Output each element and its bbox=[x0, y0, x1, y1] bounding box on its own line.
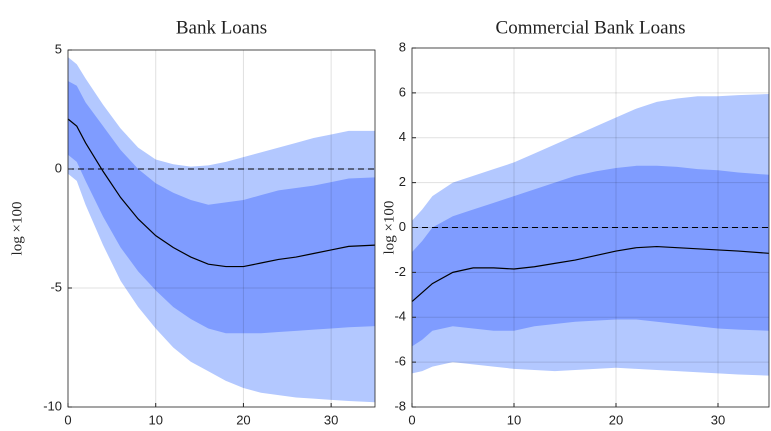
y-tick-label: 2 bbox=[399, 174, 406, 189]
y-axis-label: log ×100 bbox=[9, 202, 25, 256]
x-tick-label: 30 bbox=[324, 412, 338, 427]
chart-title: Commercial Bank Loans bbox=[496, 17, 686, 38]
y-axis-label: log ×100 bbox=[381, 201, 397, 255]
y-tick-label: -8 bbox=[394, 398, 406, 413]
y-tick-label: 6 bbox=[399, 84, 406, 99]
y-tick-label: -5 bbox=[50, 279, 62, 294]
x-tick-label: 10 bbox=[507, 412, 521, 427]
median-line bbox=[67, 118, 376, 268]
y-tick-label: -2 bbox=[394, 264, 406, 279]
x-tick-label: 30 bbox=[711, 412, 725, 427]
y-tick-label: -6 bbox=[394, 354, 406, 369]
y-tick-label: 0 bbox=[399, 219, 406, 234]
axes-box bbox=[67, 49, 376, 408]
x-tick-label: 20 bbox=[236, 412, 250, 427]
y-tick-label: 4 bbox=[399, 129, 406, 144]
x-tick-label: 20 bbox=[609, 412, 623, 427]
y-tick-label: -10 bbox=[43, 398, 62, 413]
x-tick-label: 0 bbox=[408, 412, 415, 427]
x-tick-label: 0 bbox=[64, 412, 71, 427]
median-line bbox=[411, 245, 770, 302]
chart-title: Bank Loans bbox=[176, 17, 267, 38]
y-tick-label: 8 bbox=[399, 39, 406, 54]
y-tick-label: 5 bbox=[55, 41, 62, 56]
confidence-band bbox=[68, 80, 375, 334]
x-tick-label: 10 bbox=[148, 412, 162, 427]
y-tick-label: -4 bbox=[394, 309, 406, 324]
y-tick-label: 0 bbox=[55, 160, 62, 175]
